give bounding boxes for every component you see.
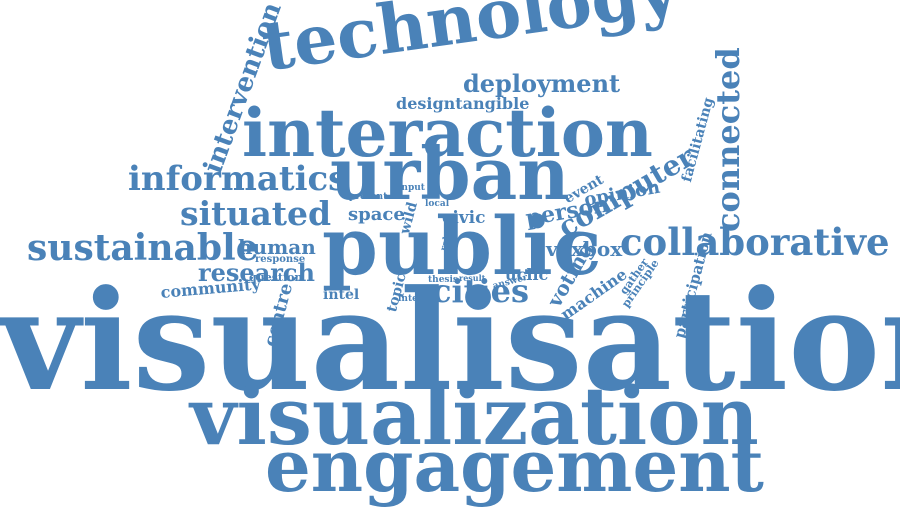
word-deployment: deployment — [463, 69, 621, 98]
word-uclic: uclic — [505, 265, 549, 284]
word-visualisation: visualisation — [0, 259, 900, 422]
word-interest: interest — [398, 294, 438, 304]
word-local: local — [425, 199, 450, 209]
word-intel: intel — [323, 287, 360, 303]
word-present: present — [349, 192, 388, 202]
word-human: human — [238, 235, 316, 259]
word-thesis: thesis — [428, 275, 458, 285]
word-sustainable: sustainable — [27, 227, 259, 269]
word-connected: connected — [709, 47, 747, 232]
word-result: result — [459, 273, 486, 283]
word-informatics: informatics — [128, 159, 348, 199]
word-civic: civic — [442, 208, 486, 228]
word-interaction: interaction — [242, 94, 653, 172]
word-visualization: visualization — [190, 369, 759, 463]
word-question: question — [249, 271, 303, 284]
word-input: input — [398, 183, 425, 193]
word-research: research — [198, 258, 315, 287]
word-public: public — [322, 199, 602, 293]
word-urban: urban — [330, 131, 570, 216]
word-designtangible: designtangible — [396, 94, 530, 113]
word-space: space — [348, 204, 405, 225]
word-engagement: engagement — [265, 423, 764, 508]
word-voxbox: voxbox — [546, 237, 623, 261]
word-cities: cities — [432, 272, 529, 310]
word-collaborative: collaborative — [620, 220, 890, 264]
word-situated: situated — [180, 194, 332, 233]
word-response: response — [255, 254, 306, 265]
